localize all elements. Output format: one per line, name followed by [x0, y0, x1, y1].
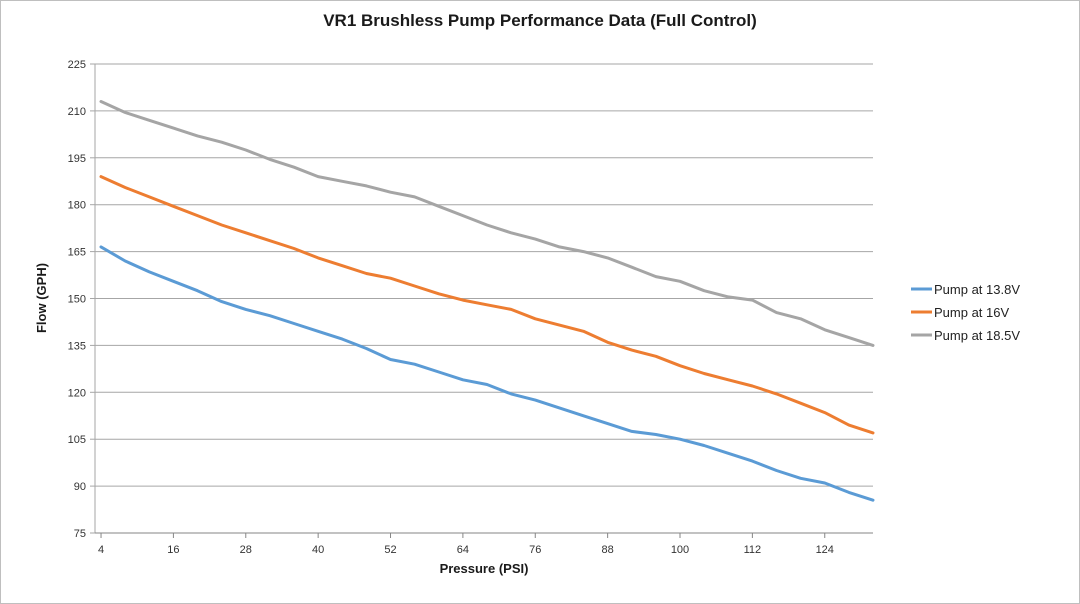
- x-tick-label: 124: [816, 544, 834, 556]
- legend-label-2: Pump at 16V: [934, 305, 1009, 320]
- y-tick-label: 195: [68, 153, 86, 165]
- x-tick-label: 100: [671, 544, 689, 556]
- x-tick-label: 88: [602, 544, 614, 556]
- legend-label-1: Pump at 13.8V: [934, 282, 1020, 297]
- x-tick-label: 64: [457, 544, 469, 556]
- x-tick-label: 4: [98, 544, 104, 556]
- chart-title: VR1 Brushless Pump Performance Data (Ful…: [323, 11, 757, 30]
- x-tick-label: 40: [312, 544, 324, 556]
- y-tick-label: 105: [68, 434, 86, 446]
- y-tick-label: 225: [68, 59, 86, 71]
- series-lines: [99, 100, 875, 502]
- y-axis-title: Flow (GPH): [34, 263, 49, 333]
- y-tick-label: 135: [68, 340, 86, 352]
- y-tick-label: 180: [68, 200, 86, 212]
- series-line-3: [99, 100, 875, 347]
- y-tick-label: 210: [68, 106, 86, 118]
- x-axis-title: Pressure (PSI): [440, 561, 529, 576]
- x-tick-label: 112: [744, 544, 762, 556]
- x-tick-label: 28: [240, 544, 252, 556]
- x-axis-ticks: 4 16 28 40 52 64 76 88 100 112 124: [98, 533, 834, 556]
- y-tick-label: 120: [68, 387, 86, 399]
- x-tick-label: 52: [384, 544, 396, 556]
- legend-label-3: Pump at 18.5V: [934, 328, 1020, 343]
- series-line-2: [99, 175, 875, 435]
- x-tick-label: 76: [529, 544, 541, 556]
- y-axis-ticks: 75 90 105 120 135 150 165 180 195 210 225: [68, 59, 95, 540]
- y-tick-label: 150: [68, 294, 86, 306]
- legend: Pump at 13.8V Pump at 16V Pump at 18.5V: [911, 282, 1020, 343]
- y-tick-label: 90: [74, 481, 86, 493]
- series-line-1: [99, 245, 875, 502]
- y-tick-label: 165: [68, 247, 86, 259]
- y-tick-label: 75: [74, 528, 86, 540]
- x-tick-label: 16: [167, 544, 179, 556]
